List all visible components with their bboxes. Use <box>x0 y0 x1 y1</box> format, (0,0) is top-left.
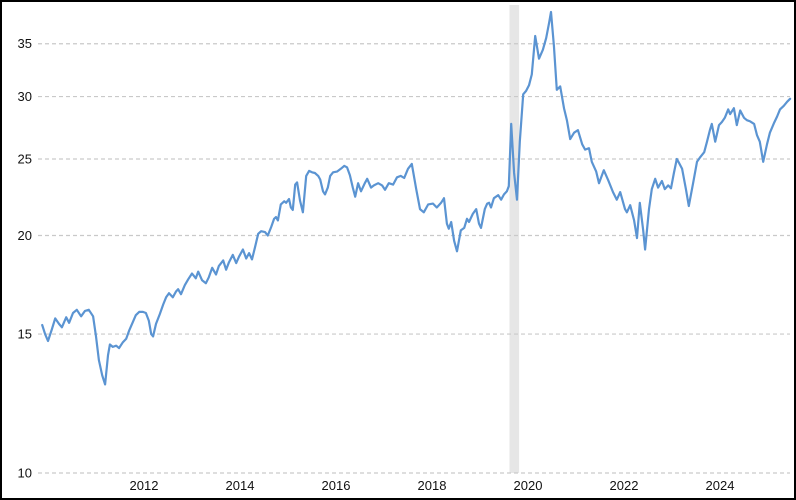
x-axis-tick-label: 2020 <box>514 478 543 493</box>
x-axis-tick-label: 2022 <box>610 478 639 493</box>
data-line[interactable] <box>41 10 792 386</box>
x-axis-tick-label: 2014 <box>226 478 255 493</box>
y-axis-tick-label: 15 <box>18 327 32 342</box>
y-axis-tick-label: 30 <box>18 89 32 104</box>
recession-band <box>509 5 520 473</box>
x-axis-tick-label: 2012 <box>130 478 159 493</box>
y-axis-tick-label: 20 <box>18 228 32 243</box>
y-axis-tick-label: 35 <box>18 36 32 51</box>
x-axis-tick-label: 2024 <box>706 478 735 493</box>
y-axis-tick-label: 10 <box>18 466 32 481</box>
y-axis-tick-label: 25 <box>18 152 32 167</box>
x-axis-tick-label: 2016 <box>322 478 351 493</box>
x-axis-tick-label: 2018 <box>418 478 447 493</box>
